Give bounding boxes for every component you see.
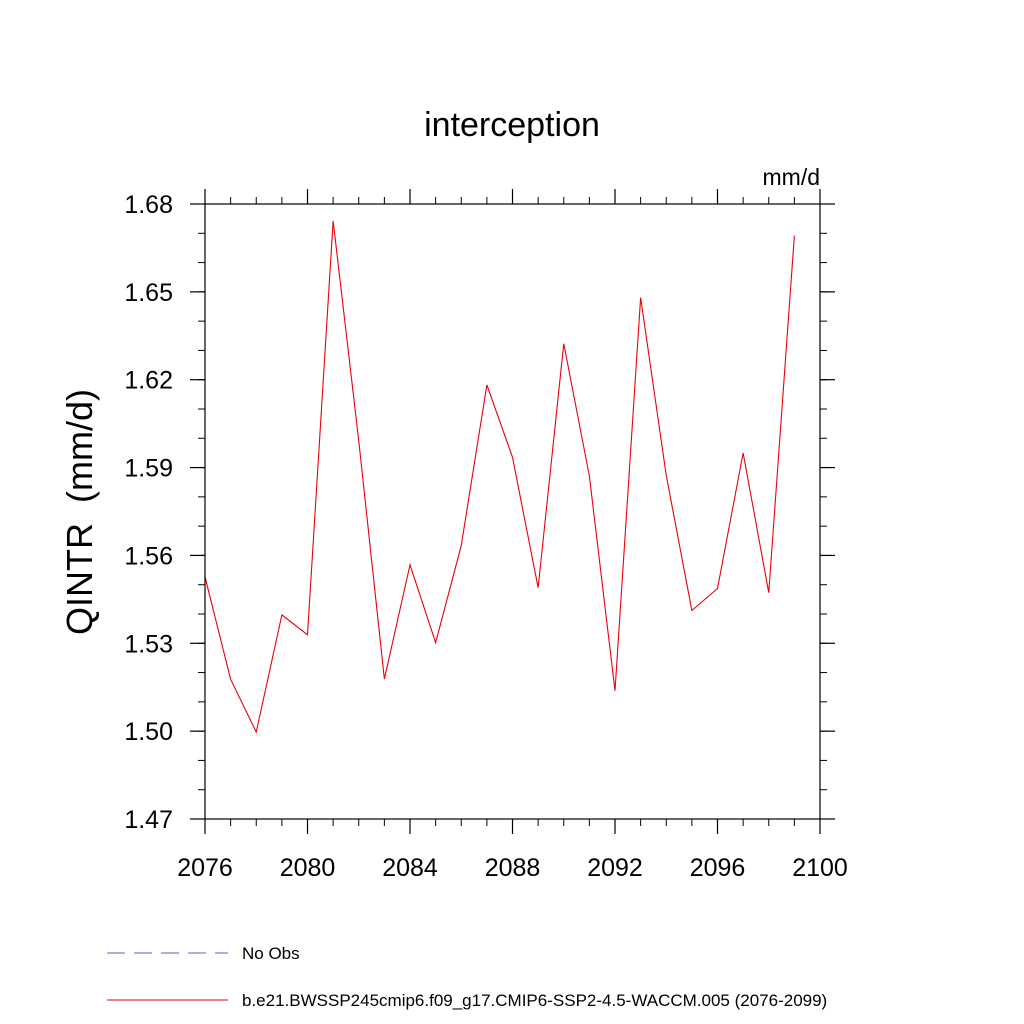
legend-label: b.e21.BWSSP245cmip6.f09_g17.CMIP6-SSP2-4… xyxy=(242,991,827,1010)
y-axis-label: QINTR (mm/d) xyxy=(59,389,100,635)
series-line xyxy=(204,220,795,734)
series-layer xyxy=(204,220,795,734)
y-tick-label: 1.68 xyxy=(124,191,173,219)
y-tick-label: 1.59 xyxy=(124,455,173,483)
x-tick-label: 2092 xyxy=(587,854,643,882)
x-tick-label: 2096 xyxy=(690,854,746,882)
x-tick-label: 2100 xyxy=(792,854,848,882)
x-tick-label: 2076 xyxy=(177,854,233,882)
x-tick-labels: 2076 2080 2084 2088 2092 2096 2100 xyxy=(177,854,848,882)
x-tick-label: 2080 xyxy=(280,854,336,882)
legend: No Obs b.e21.BWSSP245cmip6.f09_g17.CMIP6-… xyxy=(107,944,827,1010)
y-tick-label: 1.53 xyxy=(124,630,173,658)
y-tick-label: 1.62 xyxy=(124,367,173,395)
y-tick-label: 1.65 xyxy=(124,279,173,307)
plot-frame xyxy=(204,203,821,820)
legend-label: No Obs xyxy=(242,944,300,963)
x-tick-label: 2088 xyxy=(485,854,541,882)
y-tick-label: 1.50 xyxy=(124,718,173,746)
minor-ticks xyxy=(198,197,827,826)
units-label: mm/d xyxy=(763,164,821,190)
y-tick-label: 1.56 xyxy=(124,542,173,570)
chart-title: interception xyxy=(424,106,600,144)
y-tick-labels: 1.47 1.50 1.53 1.56 1.59 1.62 1.65 1.68 xyxy=(124,191,173,834)
x-tick-label: 2084 xyxy=(382,854,438,882)
major-ticks xyxy=(190,189,835,834)
y-tick-label: 1.47 xyxy=(124,806,173,834)
